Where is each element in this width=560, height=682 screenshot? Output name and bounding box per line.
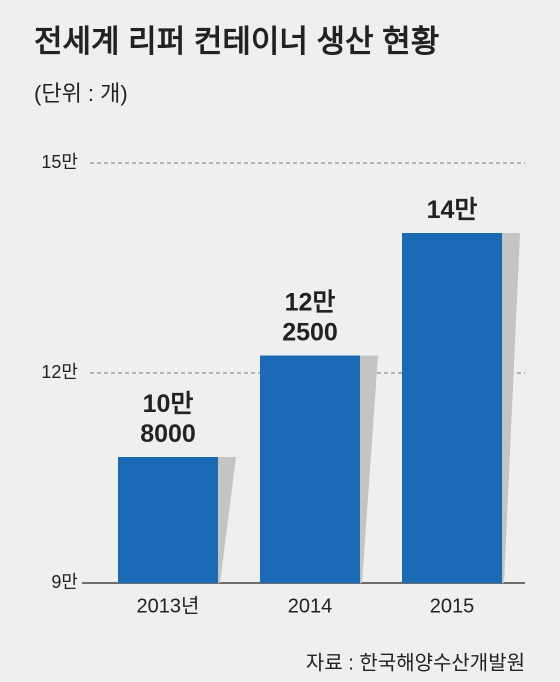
value-label: 12만 2500: [282, 288, 338, 346]
bar: [402, 233, 502, 583]
bar-shadow: [218, 457, 236, 583]
y-tick-label: 15만: [41, 152, 78, 172]
y-tick-label: 12만: [41, 362, 78, 382]
value-label: 10만 8000: [140, 390, 196, 448]
bar-shadow: [360, 355, 378, 583]
chart-subtitle: (단위 : 개): [34, 81, 128, 106]
chart-title: 전세계 리퍼 컨테이너 생산 현황: [34, 24, 439, 59]
x-tick-label: 2013년: [137, 594, 200, 617]
bar-shadow: [502, 233, 520, 583]
y-tick-label: 9만: [51, 572, 78, 592]
x-tick-label: 2014: [288, 595, 333, 617]
x-tick-label: 2015: [430, 595, 475, 617]
bar: [118, 457, 218, 583]
bar: [260, 355, 360, 583]
value-label: 14만: [427, 196, 478, 224]
source: 자료 : 한국해양수산개발원: [306, 651, 525, 674]
